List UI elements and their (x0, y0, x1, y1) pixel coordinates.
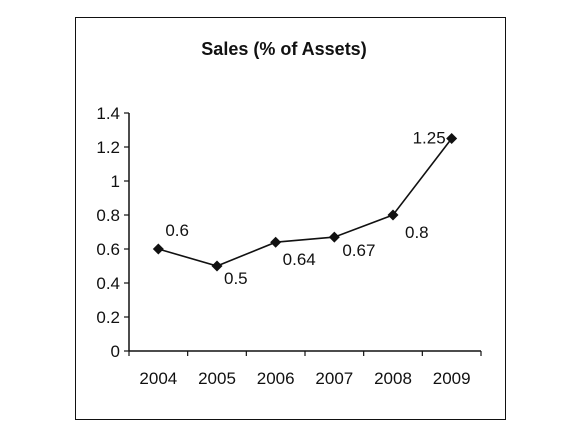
y-tick-label: 0.4 (96, 274, 120, 293)
x-tick-label: 2004 (139, 369, 177, 388)
data-point-marker (270, 236, 282, 248)
y-tick-label: 0 (111, 342, 120, 361)
chart-series (152, 133, 458, 272)
data-point-marker (446, 133, 458, 144)
data-label: 0.67 (342, 241, 375, 260)
y-tick-label: 0.8 (96, 206, 120, 225)
chart-title: Sales (% of Assets) (201, 39, 366, 59)
data-point-marker (328, 231, 340, 243)
y-tick-label: 1.4 (96, 104, 120, 123)
x-tick-label: 2008 (374, 369, 412, 388)
y-tick-label: 1 (111, 172, 120, 191)
series-line (158, 138, 453, 267)
chart-data-labels: 0.6 0.5 0.64 0.67 0.8 1.25 (165, 129, 445, 289)
data-point-marker (152, 243, 164, 255)
data-label: 0.8 (405, 223, 429, 242)
data-label: 0.5 (224, 269, 248, 288)
x-tick-label: 2006 (257, 369, 295, 388)
chart-axes: 0 0.2 0.4 0.6 0.8 1 1.2 1.4 2004 2005 2006 2007 2008… (96, 104, 482, 388)
y-tick-label: 0.6 (96, 240, 120, 259)
x-tick-label: 2005 (198, 369, 236, 388)
data-label: 1.25 (413, 129, 446, 148)
line-chart: Sales (% of Assets) 0 0.2 0.4 0.6 0.8 1 1.2 1.4… (96, 39, 482, 388)
data-point-marker (211, 260, 223, 272)
chart-frame: Sales (% of Assets) 0 0.2 0.4 0.6 0.8 1 1.2 1.4… (75, 17, 506, 420)
data-label: 0.64 (283, 250, 316, 269)
data-label: 0.6 (165, 221, 189, 240)
data-point-marker (387, 209, 399, 221)
y-tick-label: 0.2 (96, 308, 120, 327)
x-tick-label: 2007 (315, 369, 353, 388)
y-tick-label: 1.2 (96, 138, 120, 157)
x-tick-label: 2009 (433, 369, 471, 388)
